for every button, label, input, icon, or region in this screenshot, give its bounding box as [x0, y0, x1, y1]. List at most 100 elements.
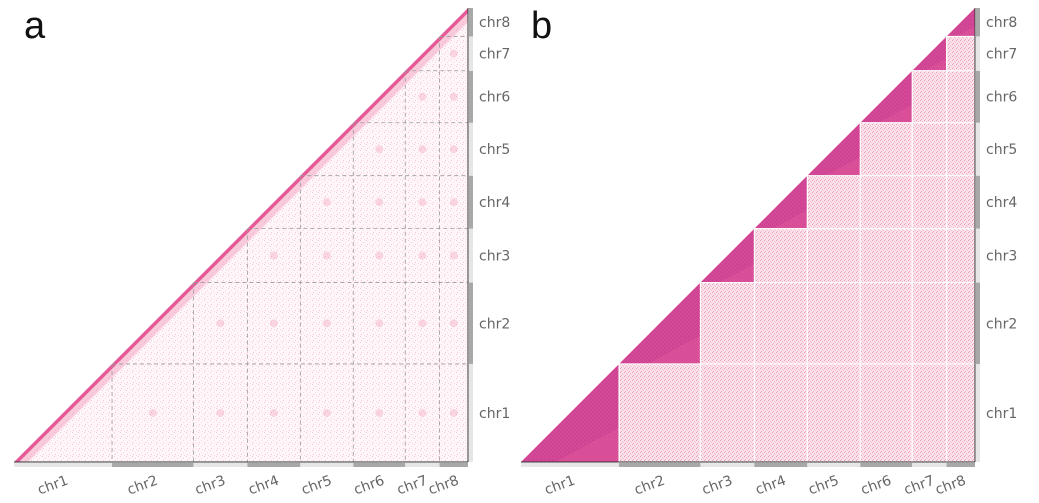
y-label-chr6: chr6 [986, 90, 1017, 106]
x-label-chr2: chr2 [632, 473, 667, 499]
x-chromosome-bar [700, 463, 755, 467]
x-chromosome-bar [193, 463, 248, 467]
y-label-chr6: chr6 [479, 90, 510, 106]
x-chromosome-bar [619, 463, 701, 467]
y-chromosome-bar [976, 36, 980, 71]
centromere-spot [216, 319, 225, 328]
x-label-chr2: chr2 [125, 473, 160, 499]
y-chromosome-bar [976, 70, 980, 123]
centromere-spot [418, 92, 427, 101]
y-chromosome-bar [976, 175, 980, 229]
intra-block-shade [956, 26, 975, 37]
y-chromosome-bar [469, 175, 473, 229]
y-label-chr1: chr1 [986, 406, 1017, 422]
centromere-spot [449, 92, 458, 101]
y-chromosome-bar [469, 36, 473, 71]
centromere-spot [449, 319, 458, 328]
x-chromosome-bar [353, 463, 406, 467]
centromere-spot [449, 145, 458, 154]
centromere-spot [449, 408, 458, 417]
y-chromosome-bar [469, 228, 473, 283]
x-label-chr6: chr6 [352, 473, 387, 499]
y-chromosome-bar [469, 282, 473, 364]
y-label-chr3: chr3 [479, 249, 510, 265]
y-label-chr7: chr7 [986, 47, 1017, 63]
x-label-chr5: chr5 [299, 473, 334, 499]
diagonal-band [14, 8, 468, 462]
panel-letter-b: b [531, 5, 552, 47]
y-label-chr4: chr4 [479, 195, 510, 211]
x-label-chr3: chr3 [193, 473, 228, 499]
intra-chromosome-block [860, 70, 913, 123]
x-chromosome-bar [912, 463, 947, 467]
x-label-chr1: chr1 [543, 473, 578, 499]
intra-block-shade [878, 104, 913, 123]
diagonal-halo [19, 13, 468, 462]
centromere-spot [418, 145, 427, 154]
intra-block-shade [924, 58, 947, 71]
y-label-chr4: chr4 [986, 195, 1017, 211]
centromere-spot [216, 408, 225, 417]
x-label-chr1: chr1 [36, 473, 71, 499]
x-label-chr4: chr4 [246, 473, 281, 499]
y-chromosome-bar [976, 122, 980, 176]
centromere-spot [449, 251, 458, 260]
centromere-spot [449, 49, 458, 58]
y-chromosome-bar [469, 8, 473, 37]
x-chromosome-bar [807, 463, 861, 467]
centromere-spot [418, 408, 427, 417]
centromere-spot [449, 198, 458, 207]
intra-chromosome-block [521, 363, 620, 462]
y-label-chr3: chr3 [986, 249, 1017, 265]
y-label-chr7: chr7 [479, 47, 510, 63]
centromere-spot [322, 198, 331, 207]
x-chromosome-bar [521, 463, 620, 467]
centromere-spot [148, 408, 157, 417]
y-label-chr2: chr2 [479, 316, 510, 332]
centromere-spot [322, 251, 331, 260]
x-chromosome-bar [112, 463, 194, 467]
centromere-spot [375, 319, 384, 328]
intra-chromosome-block [619, 282, 701, 364]
x-label-chr8: chr8 [933, 473, 968, 499]
intra-chromosome-block [912, 36, 947, 71]
x-label-chr3: chr3 [700, 473, 735, 499]
intra-chromosome-block [754, 175, 808, 229]
y-chromosome-bar [976, 363, 980, 462]
intra-block-shade [772, 210, 808, 229]
x-chromosome-bar [300, 463, 354, 467]
y-chromosome-bar [469, 363, 473, 462]
y-label-chr8: chr8 [479, 15, 510, 31]
x-chromosome-bar [14, 463, 113, 467]
y-chromosome-bar [976, 228, 980, 283]
x-label-chr7: chr7 [902, 473, 937, 499]
y-label-chr2: chr2 [986, 316, 1017, 332]
centromere-spot [418, 319, 427, 328]
centromere-spot [269, 408, 278, 417]
x-label-chr4: chr4 [753, 473, 788, 499]
y-label-chr5: chr5 [986, 142, 1017, 158]
centromere-spot [269, 251, 278, 260]
x-label-chr6: chr6 [859, 473, 894, 499]
centromere-spot [322, 319, 331, 328]
centromere-spot [418, 198, 427, 207]
centromere-spot [418, 251, 427, 260]
intra-block-shade [825, 157, 861, 176]
centromere-spot [375, 198, 384, 207]
centromere-spot [322, 408, 331, 417]
panel-b: b chr1 chr2 chr3 chr4 chr5 chr6 chr7 chr… [521, 5, 1017, 498]
y-chromosome-bar [469, 122, 473, 176]
x-label-chr8: chr8 [426, 473, 461, 499]
x-chromosome-bar [754, 463, 808, 467]
intra-block-shade [719, 263, 755, 283]
centromere-spot [375, 145, 384, 154]
intra-chromosome-block [946, 8, 975, 37]
x-chromosome-bar [439, 463, 468, 467]
centromere-spot [375, 408, 384, 417]
y-label-chr8: chr8 [986, 15, 1017, 31]
intra-block-shade [555, 427, 620, 462]
intra-chromosome-block [807, 122, 861, 176]
y-label-chr1: chr1 [479, 406, 510, 422]
x-label-chr7: chr7 [395, 473, 430, 499]
